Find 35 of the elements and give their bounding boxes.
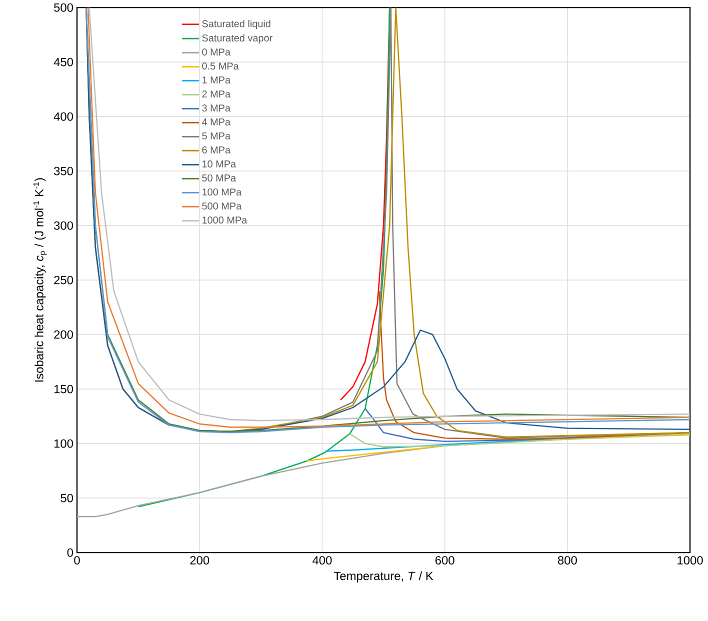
x-tick-label: 200 — [190, 556, 210, 565]
y-tick-label: 100 — [54, 440, 74, 448]
legend-label: 100 MPa — [202, 188, 242, 196]
line-series — [349, 433, 690, 448]
y-tick-label: 200 — [54, 330, 74, 339]
y-tick-label: 300 — [54, 222, 74, 230]
y-tick-label: 400 — [54, 112, 74, 121]
legend-label: 50 MPa — [202, 174, 236, 182]
legend-label: 10 MPa — [202, 160, 236, 168]
legend-label: Saturated liquid — [202, 20, 270, 30]
legend-label: 500 MPa — [202, 202, 242, 210]
legend-label: 5 MPa — [202, 132, 231, 140]
legend-label: 1 MPa — [202, 76, 231, 84]
legend-label: Saturated vapor — [202, 34, 272, 44]
legend-label: 6 MPa — [202, 146, 231, 154]
y-axis-title: Isobaric heat capacity, c$_{p}$ / (J mol$^{-1}$ K$^{-1}$) — [33, 178, 47, 382]
y-tick-label: 350 — [54, 167, 74, 176]
y-tick-label: 450 — [54, 58, 74, 66]
x-tick-label: 400 — [312, 556, 332, 565]
y-tick-label: 0 — [67, 548, 74, 557]
x-tick-label: 0 — [74, 556, 80, 565]
legend-label: 3 MPa — [202, 104, 231, 112]
x-tick-label: 1000 — [678, 556, 703, 565]
legend-label: 2 MPa — [202, 90, 231, 98]
y-tick-label: 500 — [54, 4, 74, 12]
y-tick-label: 50 — [60, 494, 74, 502]
legend-label: 0.5 MPa — [202, 62, 239, 70]
y-tick-label: 250 — [54, 276, 74, 284]
legend-label: 4 MPa — [202, 118, 231, 126]
x-tick-label: 800 — [558, 556, 577, 565]
y-tick-label: 150 — [54, 385, 74, 394]
x-axis-title: Temperature, T / K — [334, 572, 434, 583]
legend-label: 0 MPa — [202, 48, 231, 56]
legend-label: 1000 MPa — [202, 216, 248, 224]
x-tick-label: 600 — [435, 556, 454, 565]
